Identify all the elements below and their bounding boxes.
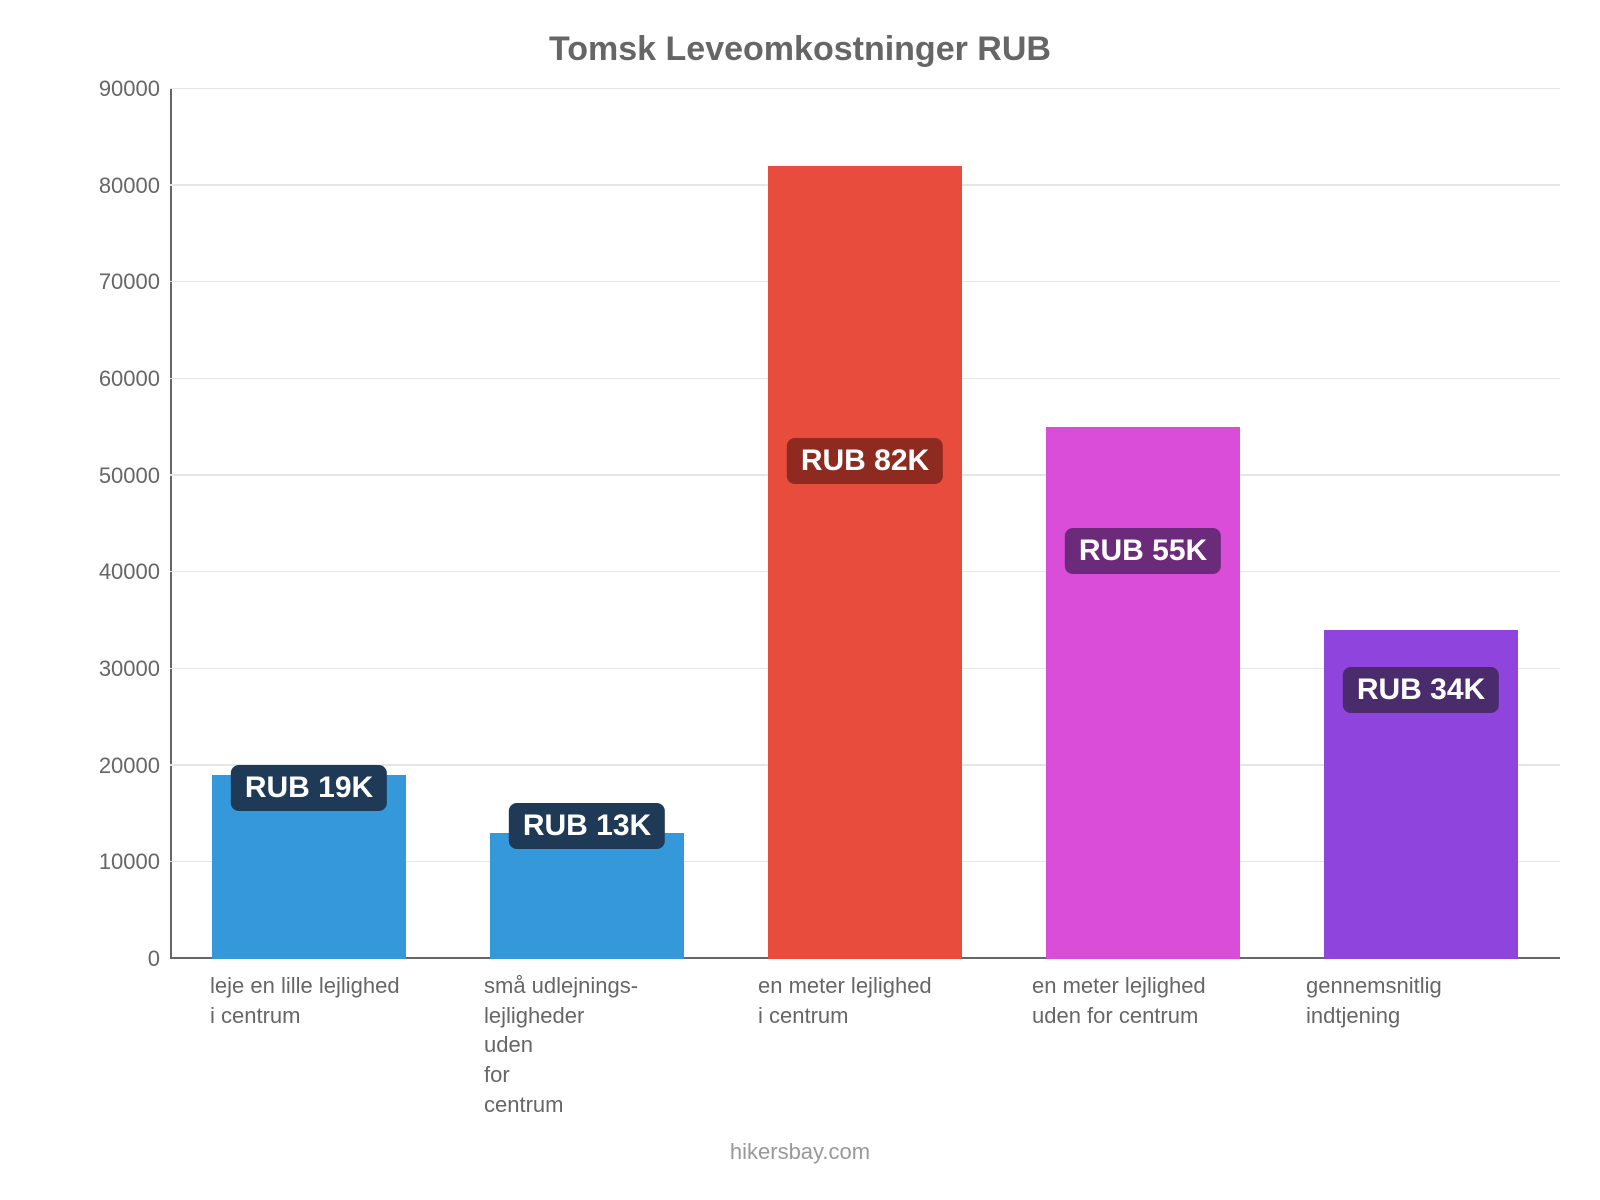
y-tick-label: 80000 [99,173,160,199]
y-tick-label: 20000 [99,753,160,779]
x-tick-label: en meter lejlighedi centrum [718,971,992,1129]
y-tick-label: 40000 [99,559,160,585]
bar-column: RUB 55K [1004,89,1282,959]
value-badge: RUB 55K [1065,528,1221,574]
value-badge: RUB 82K [787,438,943,484]
bar-column: RUB 34K [1282,89,1560,959]
y-axis: 0100002000030000400005000060000700008000… [80,89,170,959]
bars-group: RUB 19K RUB 13K RUB 82K RUB 55K RUB 34K [170,89,1560,959]
bar-column: RUB 19K [170,89,448,959]
y-tick-label: 60000 [99,366,160,392]
x-tick-label: små udlejnings-lejlighederudenforcentrum [444,971,718,1129]
value-badge: RUB 34K [1343,667,1499,713]
y-tick-label: 70000 [99,269,160,295]
bar-column: RUB 82K [726,89,1004,959]
chart-title: Tomsk Leveomkostninger RUB [60,30,1540,69]
bar [490,833,685,959]
y-tick-label: 50000 [99,463,160,489]
value-badge: RUB 13K [509,803,665,849]
chart-footer: hikersbay.com [60,1139,1540,1165]
y-tick-label: 90000 [99,76,160,102]
bar [1046,427,1241,959]
y-tick-label: 0 [148,946,160,972]
x-axis: leje en lille lejlighedi centrumsmå udle… [170,959,1540,1129]
plot-area: 0100002000030000400005000060000700008000… [80,89,1560,959]
x-tick-label: leje en lille lejlighedi centrum [170,971,444,1129]
bar-column: RUB 13K [448,89,726,959]
bar [768,166,963,959]
chart-container: Tomsk Leveomkostninger RUB 0 10000 20000 30… [0,0,1600,1200]
y-tick-label: 30000 [99,656,160,682]
value-badge: RUB 19K [231,765,387,811]
x-tick-label: gennemsnitligindtjening [1266,971,1540,1129]
x-tick-label: en meter lejligheduden for centrum [992,971,1266,1129]
y-tick-label: 10000 [99,849,160,875]
